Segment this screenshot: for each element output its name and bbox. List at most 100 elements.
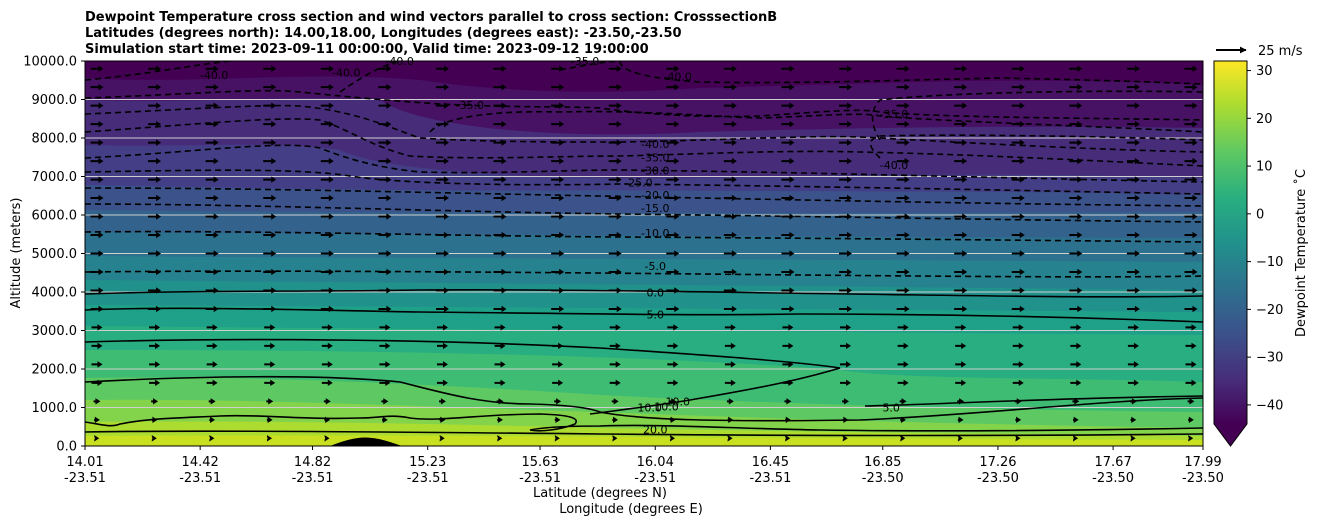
wind-vector <box>1126 268 1140 276</box>
wind-vector <box>608 65 622 72</box>
wind-vector <box>493 250 507 257</box>
wind-vector <box>493 120 507 128</box>
wind-vector <box>611 398 619 405</box>
wind-vector <box>842 435 848 442</box>
wind-vector <box>608 213 622 220</box>
wind-vector <box>379 324 391 331</box>
wind-vector <box>723 102 737 109</box>
wind-vector <box>493 83 507 91</box>
wind-vector <box>1126 65 1140 72</box>
wind-vector <box>1126 83 1140 91</box>
wind-vector <box>209 435 215 442</box>
wind-vector <box>435 176 449 183</box>
wind-vector <box>669 398 677 405</box>
wind-vector <box>781 176 795 183</box>
x-tick-longitude: -23.51 <box>292 471 334 486</box>
title-line-3: Simulation start time: 2023-09-11 00:00:… <box>85 42 649 57</box>
wind-vector <box>781 250 795 257</box>
wind-vector <box>1130 435 1136 442</box>
wind-vector <box>378 139 392 146</box>
wind-vector <box>320 157 334 165</box>
wind-vector <box>609 324 621 331</box>
wind-vector <box>324 435 330 442</box>
wind-vector <box>954 250 968 257</box>
wind-vector <box>148 231 162 239</box>
contour-lines <box>85 61 1203 437</box>
wind-vector <box>497 416 503 424</box>
wind-vector <box>666 305 680 313</box>
wind-vector <box>726 398 734 405</box>
wind-vector <box>1015 416 1022 424</box>
wind-vector <box>205 139 219 146</box>
wind-vector <box>608 250 622 257</box>
wind-vector <box>1069 83 1083 91</box>
wind-vector <box>1069 139 1083 146</box>
wind-vector <box>148 157 162 165</box>
wind-vector <box>1011 231 1025 239</box>
title-line-1: Dewpoint Temperature cross section and w… <box>85 10 777 25</box>
wind-vector <box>205 83 219 91</box>
wind-vector <box>1011 157 1025 165</box>
wind-vector <box>723 65 737 72</box>
contour-line-m35-loop <box>429 110 1203 133</box>
wind-vector <box>897 342 909 350</box>
x-tick-longitude: -23.51 <box>64 471 106 486</box>
terrain-mask <box>330 437 402 446</box>
wind-vector <box>609 361 621 368</box>
wind-vector <box>839 268 853 276</box>
colorbar-tick-label: 20 <box>1256 112 1273 127</box>
wind-vector <box>896 65 910 72</box>
wind-vector <box>724 379 736 387</box>
wind-vector <box>494 361 506 368</box>
wind-vector <box>781 157 795 165</box>
colorbar: 30 20 10 0 −10 −20 −30 −40 Dewpoint Temperature… <box>1213 60 1309 447</box>
y-axis: 0.0 1000.0 2000.0 3000.0 4000.0 5000.0 6000.0 7… <box>23 55 85 455</box>
wind-vector <box>205 231 219 239</box>
wind-vector <box>94 435 100 442</box>
wind-vector <box>1070 379 1082 387</box>
wind-vector <box>608 120 622 128</box>
wind-vector <box>1184 213 1198 220</box>
wind-vector <box>896 139 910 146</box>
wind-vector <box>781 120 795 128</box>
wind-vector <box>439 435 445 442</box>
wind-vector <box>435 194 449 202</box>
wind-vector <box>839 65 853 72</box>
wind-vector <box>151 398 159 405</box>
wind-vector <box>208 398 216 405</box>
wind-vector <box>320 83 334 91</box>
wind-vector <box>1184 250 1198 257</box>
wind-vector <box>667 324 679 331</box>
wind-vector <box>90 65 104 72</box>
wind-vector <box>1073 435 1079 442</box>
x-tick-longitude: -23.51 <box>634 471 676 486</box>
x-tick-latitude: 17.99 <box>1184 455 1221 470</box>
wind-vector <box>1069 268 1083 276</box>
wind-vector <box>551 194 565 202</box>
wind-vector <box>785 435 791 442</box>
wind-vector <box>263 231 277 239</box>
contour-line-20 <box>85 430 1203 437</box>
wind-vector <box>435 83 449 91</box>
wind-vector <box>435 305 449 313</box>
wind-vector <box>1184 139 1198 146</box>
wind-vector <box>493 176 507 183</box>
y-tick-label: 4000.0 <box>32 286 78 301</box>
wind-vector <box>781 102 795 109</box>
wind-vector <box>264 342 276 350</box>
wind-vector <box>493 305 507 313</box>
wind-vector <box>552 361 564 368</box>
wind-vector <box>896 157 910 165</box>
contour-line-m5 <box>85 270 1203 278</box>
contour-label: -30.0 <box>641 164 669 177</box>
x-tick-latitude: 15.23 <box>409 455 446 470</box>
wind-vector <box>552 324 564 331</box>
wind-vector <box>90 250 104 257</box>
wind-vector <box>896 305 910 313</box>
wind-vector <box>209 416 216 424</box>
wind-vector <box>667 379 679 387</box>
wind-vector <box>378 268 392 276</box>
x-tick-latitude: 14.42 <box>182 455 219 470</box>
wind-vector <box>781 305 795 313</box>
contour-label: 10.0 <box>654 401 679 414</box>
